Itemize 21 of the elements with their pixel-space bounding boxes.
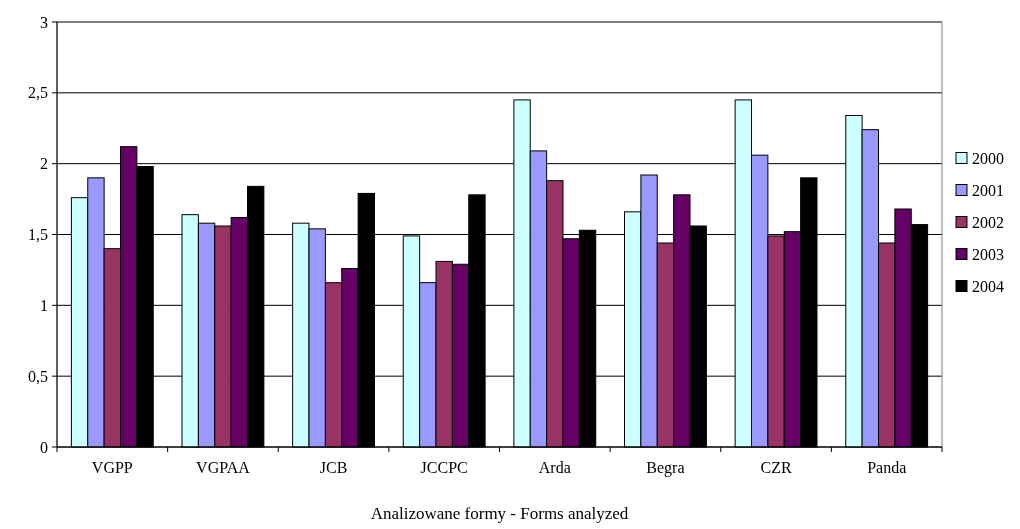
y-tick-label: 1,5	[28, 226, 48, 243]
x-tick-label: VGPP	[91, 459, 133, 476]
legend-label: 2003	[972, 246, 1004, 263]
x-tick-label: Begra	[646, 459, 685, 477]
x-axis-title: Analizowane formy - Forms analyzed	[370, 504, 629, 523]
x-tick-label: JCCPC	[420, 459, 468, 476]
legend-label: 2002	[972, 214, 1004, 231]
x-tick-label: CZR	[760, 459, 792, 476]
y-tick-label: 0,5	[28, 367, 48, 385]
x-tick-label: VGPAA	[196, 459, 251, 476]
legend-label: 2004	[972, 278, 1004, 295]
y-tick-label: 3	[40, 13, 48, 31]
y-tick-label: 2,5	[28, 84, 48, 102]
y-tick-label: 0	[40, 438, 48, 456]
legend-label: 2001	[972, 182, 1004, 199]
x-tick-label: JCB	[319, 459, 348, 476]
legend-label: 2000	[972, 150, 1004, 167]
y-tick-label: 1	[40, 296, 48, 314]
x-tick-label: Arda	[538, 459, 571, 476]
y-tick-label: 2	[40, 155, 48, 173]
x-tick-label: Panda	[867, 459, 907, 476]
